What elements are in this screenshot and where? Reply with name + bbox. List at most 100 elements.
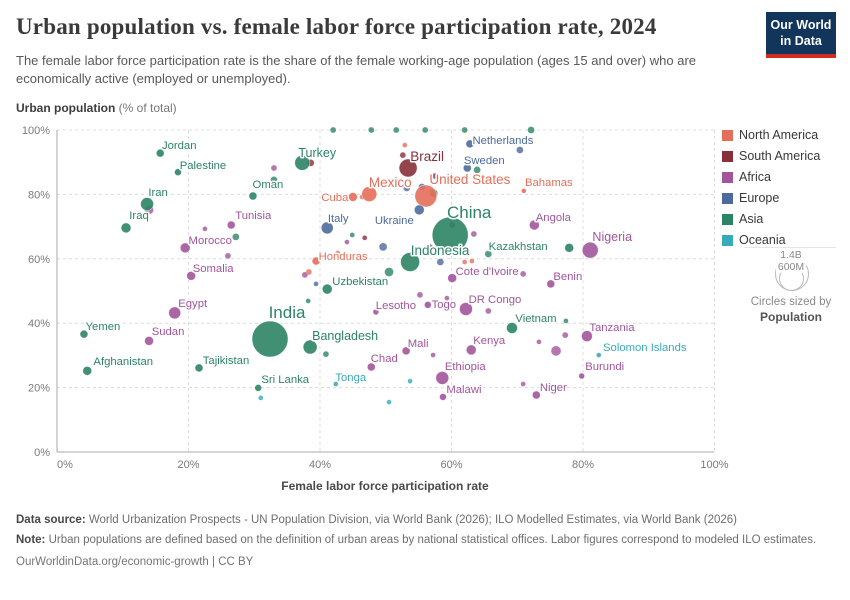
data-point[interactable] xyxy=(402,142,408,148)
dot-turkey[interactable] xyxy=(294,154,311,171)
data-point[interactable] xyxy=(444,295,450,301)
country-label-kazakhstan[interactable]: Kazakhstan xyxy=(487,239,549,254)
country-label-kenya[interactable]: Kenya xyxy=(472,333,508,348)
dot-chad[interactable] xyxy=(366,362,376,372)
data-point[interactable] xyxy=(335,250,341,256)
country-label-somalia[interactable]: Somalia xyxy=(191,261,236,276)
dot-china[interactable] xyxy=(431,216,469,254)
dot-tajikistan[interactable] xyxy=(194,363,204,373)
data-point[interactable] xyxy=(349,232,355,238)
data-point[interactable] xyxy=(202,226,208,232)
country-label-solomon-islands[interactable]: Solomon Islands xyxy=(602,341,689,356)
dot-mali[interactable] xyxy=(401,346,411,356)
dot-burundi[interactable] xyxy=(578,372,586,380)
country-label-tunisia[interactable]: Tunisia xyxy=(234,208,274,223)
data-point[interactable] xyxy=(305,298,311,304)
dot-jordan[interactable] xyxy=(155,148,165,158)
dot-tunisia[interactable] xyxy=(226,220,236,230)
country-label-lesotho[interactable]: Lesotho xyxy=(374,298,417,313)
data-point[interactable] xyxy=(322,350,330,358)
country-label-yemen[interactable]: Yemen xyxy=(84,320,122,335)
dot-sri-lanka[interactable] xyxy=(254,384,263,392)
country-label-ukraine[interactable]: Ukraine xyxy=(373,213,415,228)
country-label-italy[interactable]: Italy xyxy=(326,211,350,226)
country-label-mexico[interactable]: Mexico xyxy=(367,174,413,192)
country-label-afghanistan[interactable]: Afghanistan xyxy=(92,354,155,369)
data-point[interactable] xyxy=(461,259,468,265)
country-label-ethiopia[interactable]: Ethiopia xyxy=(443,359,488,374)
country-label-sweden[interactable]: Sweden xyxy=(462,153,506,168)
legend-item-europe[interactable]: Europe xyxy=(722,191,840,205)
dot-indonesia[interactable] xyxy=(400,252,420,272)
country-label-brazil[interactable]: Brazil xyxy=(409,147,446,165)
legend-item-south-america[interactable]: South America xyxy=(722,149,840,163)
country-label-palestine[interactable]: Palestine xyxy=(178,159,227,174)
dot-italy[interactable] xyxy=(320,221,334,235)
country-label-morocco[interactable]: Morocco xyxy=(187,233,233,248)
dot-togo[interactable] xyxy=(423,300,432,309)
dot-ethiopia[interactable] xyxy=(435,371,450,385)
country-label-vietnam[interactable]: Vietnam xyxy=(514,312,558,327)
data-point[interactable] xyxy=(232,233,240,241)
country-label-jordan[interactable]: Jordan xyxy=(160,139,198,154)
data-point[interactable] xyxy=(403,184,411,192)
country-label-niger[interactable]: Niger xyxy=(538,381,568,396)
dot-uzbekistan[interactable] xyxy=(321,283,333,295)
data-point[interactable] xyxy=(384,267,394,277)
data-point[interactable] xyxy=(461,126,468,134)
data-point[interactable] xyxy=(301,271,309,279)
country-label-iraq[interactable]: Iraq xyxy=(128,208,150,223)
country-label-tonga[interactable]: Tonga xyxy=(334,371,368,386)
country-label-benin[interactable]: Benin xyxy=(552,269,584,284)
legend-item-asia[interactable]: Asia xyxy=(722,212,840,226)
country-label-india[interactable]: India xyxy=(267,301,307,323)
country-label-angola[interactable]: Angola xyxy=(534,210,573,225)
dot-tonga[interactable] xyxy=(332,381,339,387)
dot-cuba[interactable] xyxy=(348,192,358,202)
dot-india[interactable] xyxy=(251,320,289,358)
dot-iraq[interactable] xyxy=(120,222,132,234)
data-point[interactable] xyxy=(393,126,400,134)
country-label-turkey[interactable]: Turkey xyxy=(297,144,338,161)
dot-yemen[interactable] xyxy=(79,329,89,339)
dot-vietnam[interactable] xyxy=(506,322,518,334)
dot-brazil[interactable] xyxy=(398,158,418,178)
data-point[interactable] xyxy=(470,230,478,238)
data-point[interactable] xyxy=(270,176,278,184)
dot-iran[interactable] xyxy=(140,197,154,211)
data-point[interactable] xyxy=(520,381,526,387)
country-label-sri-lanka[interactable]: Sri Lanka xyxy=(260,372,311,387)
dot-egypt[interactable] xyxy=(168,306,182,320)
country-label-oman[interactable]: Oman xyxy=(251,178,285,193)
data-point[interactable] xyxy=(519,270,527,278)
country-label-malawi[interactable]: Malawi xyxy=(445,382,483,397)
data-point[interactable] xyxy=(358,254,364,260)
data-point[interactable] xyxy=(550,345,562,357)
dot-bahamas[interactable] xyxy=(520,188,527,194)
data-point[interactable] xyxy=(436,258,445,266)
data-point[interactable] xyxy=(389,218,397,226)
legend-item-oceania[interactable]: Oceania xyxy=(722,233,840,247)
owid-logo[interactable]: Our World in Data xyxy=(766,12,836,59)
dot-somalia[interactable] xyxy=(186,271,196,281)
country-label-sudan[interactable]: Sudan xyxy=(150,324,186,339)
country-label-tajikistan[interactable]: Tajikistan xyxy=(201,353,250,368)
data-point[interactable] xyxy=(431,172,439,180)
data-point[interactable] xyxy=(469,258,475,264)
data-point[interactable] xyxy=(378,242,388,252)
dot-dr-congo[interactable] xyxy=(459,302,473,316)
dot-niger[interactable] xyxy=(531,390,541,400)
country-label-netherlands[interactable]: Netherlands xyxy=(471,133,535,148)
data-point[interactable] xyxy=(407,378,413,384)
dot-netherlands[interactable] xyxy=(465,139,475,149)
country-label-china[interactable]: China xyxy=(445,201,493,223)
data-point[interactable] xyxy=(224,252,232,260)
dot-kenya[interactable] xyxy=(465,344,477,356)
dot-benin[interactable] xyxy=(546,279,556,289)
data-point[interactable] xyxy=(473,166,481,174)
data-point[interactable] xyxy=(270,164,278,172)
dot-ukraine[interactable] xyxy=(413,204,425,216)
country-label-egypt[interactable]: Egypt xyxy=(177,296,210,311)
data-point[interactable] xyxy=(399,151,407,159)
data-point[interactable] xyxy=(344,239,350,245)
